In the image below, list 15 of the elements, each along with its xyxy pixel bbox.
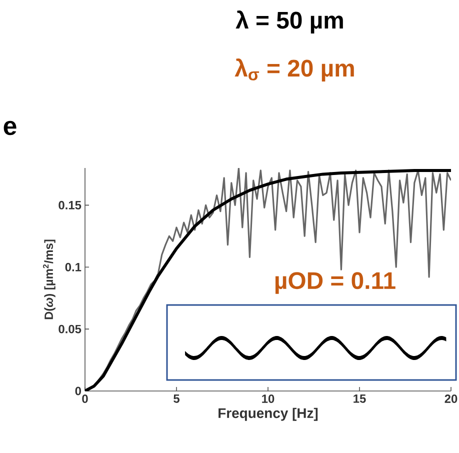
y-axis-title: D(ω) [µm$^{2}$/ms] (42, 240, 56, 320)
x-tick-label: 15 (354, 394, 366, 403)
text: λ$_{σ}$ = 20 µm (234, 58, 354, 82)
x-tick-label: 0 (82, 394, 88, 403)
y-tick-label: 0.15 (58, 200, 82, 210)
x-tick-label: 5 (174, 394, 180, 403)
y-tick-label: 0.1 (65, 262, 82, 272)
annotation: µOD = 0.11 (276, 272, 396, 294)
x-tick-label: 20 (444, 394, 458, 403)
text: λ = 50 µm (236, 10, 343, 34)
x-tick-label: 10 (262, 394, 274, 403)
x-axis-title: Frequency [Hz] (218, 408, 318, 421)
y-tick-label: 0 (75, 386, 81, 396)
y-tick-label: 0.05 (58, 324, 82, 334)
text: e (4, 120, 16, 136)
